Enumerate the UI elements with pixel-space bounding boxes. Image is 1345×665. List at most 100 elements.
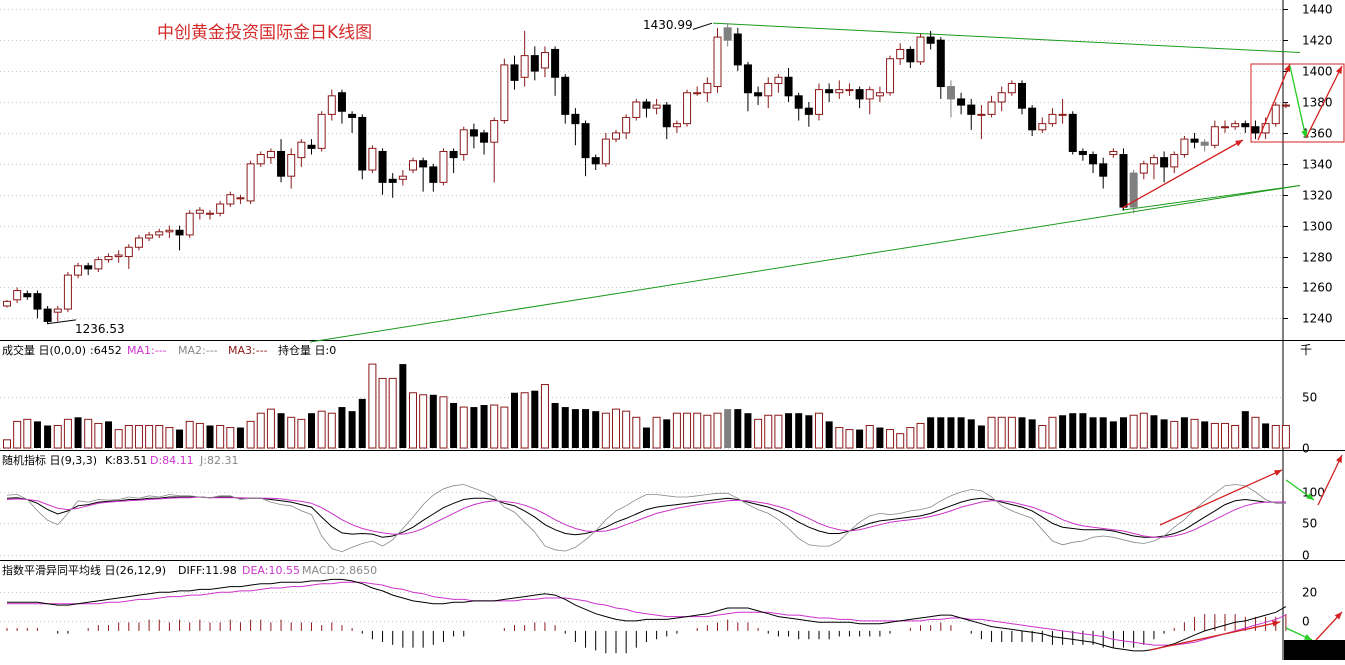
volume-bar <box>876 427 884 448</box>
volume-bar <box>1028 419 1036 448</box>
candle-body <box>967 104 976 115</box>
macd-black-block <box>1284 640 1345 660</box>
volume-bar <box>754 418 763 449</box>
candle-body <box>1180 138 1189 156</box>
candle-body <box>825 89 834 94</box>
volume-bar <box>1170 420 1179 449</box>
volume-bar <box>1271 424 1280 449</box>
candle-body <box>1068 113 1077 152</box>
candle-body <box>1119 154 1128 208</box>
volume-bar <box>1089 417 1097 448</box>
volume-bar <box>1007 416 1016 449</box>
macd-label: 指数平滑异同平均线 日(26,12,9) <box>2 563 166 577</box>
volume-bar <box>601 412 610 449</box>
candle-body <box>1028 107 1037 131</box>
volume-bar <box>439 396 448 449</box>
volume-bar <box>358 398 366 448</box>
volume-bar <box>1160 419 1168 448</box>
volume-bar <box>865 424 874 449</box>
volume-bar <box>145 424 154 449</box>
candle-body <box>206 212 214 215</box>
candle-body <box>855 89 864 100</box>
candle-body <box>1139 163 1148 174</box>
volume-bar <box>856 429 864 448</box>
support-trendline-2 <box>1121 184 1301 211</box>
candle-body <box>327 95 336 115</box>
volume-ma2: MA2:--- <box>178 344 218 357</box>
volume-bar <box>1210 422 1219 449</box>
volume-ma3: MA3:--- <box>228 344 268 357</box>
candle-body <box>398 175 407 180</box>
volume-bar <box>1262 423 1270 448</box>
candle-body <box>693 92 702 95</box>
volume-bar <box>540 384 549 449</box>
volume-bar <box>795 413 803 448</box>
candle-body <box>429 166 438 183</box>
candle-body <box>774 76 783 84</box>
volume-value: :6452 <box>90 344 122 357</box>
volume-bar <box>409 392 417 449</box>
volume-bar <box>388 377 397 449</box>
candle-body <box>43 308 52 322</box>
candle-body <box>1099 163 1108 177</box>
candle-body <box>815 89 823 115</box>
candle-body <box>1261 123 1270 134</box>
candle-body <box>1038 123 1047 131</box>
low-annotation: 1236.53 <box>75 322 125 336</box>
candle-body <box>662 104 671 128</box>
macd-up-arrow-head <box>1272 620 1280 627</box>
candle-body <box>1221 126 1229 129</box>
candle-body <box>216 203 225 214</box>
candle-body <box>896 48 905 60</box>
volume-bar <box>1048 416 1057 449</box>
volume-bar <box>165 427 174 449</box>
volume-bar <box>835 427 844 449</box>
candle-body <box>155 231 164 236</box>
volume-bar <box>571 409 579 448</box>
candle-body <box>865 89 874 100</box>
candle-body <box>409 160 417 171</box>
candle-body <box>378 150 387 183</box>
candle-body <box>987 101 996 115</box>
candle-body <box>236 197 245 200</box>
candle-body <box>114 254 123 258</box>
volume-bar <box>114 429 123 449</box>
candle-body <box>622 116 631 134</box>
volume-bar <box>886 429 895 449</box>
volume-bar <box>378 377 387 449</box>
volume-bar <box>683 412 692 449</box>
candle-body <box>449 150 458 159</box>
volume-bar <box>511 392 518 448</box>
candle-body <box>134 237 143 248</box>
volume-bar <box>368 363 377 449</box>
volume-bar <box>1109 421 1117 448</box>
candle-body <box>612 132 620 140</box>
candle-body <box>1160 157 1169 168</box>
candle-body <box>835 89 844 94</box>
volume-bar <box>195 422 204 449</box>
candle-body <box>287 154 296 177</box>
candle-body <box>307 144 316 149</box>
volume-bar <box>53 424 62 449</box>
candle-body <box>195 209 204 214</box>
volume-bar <box>652 416 661 449</box>
price-tick-label: 1320 <box>1302 189 1333 203</box>
resistance-trendline <box>712 22 1301 54</box>
price-tick-label: 1260 <box>1302 281 1333 295</box>
volume-bar <box>317 410 326 449</box>
price-tick-label: 1280 <box>1302 251 1333 265</box>
candle-body <box>33 293 42 310</box>
candle-body <box>1231 123 1240 128</box>
volume-bar <box>308 413 315 448</box>
volume-bar <box>1079 413 1087 448</box>
candle-body <box>845 89 854 92</box>
volume-bar <box>713 412 722 449</box>
kdj-label: 随机指标 日(9,3,3) <box>2 453 97 467</box>
volume-bar <box>155 424 164 449</box>
candle-body <box>13 290 22 301</box>
candle-body <box>145 234 154 239</box>
kdj-up-arrow <box>1159 469 1283 526</box>
candle-body <box>1007 82 1016 94</box>
